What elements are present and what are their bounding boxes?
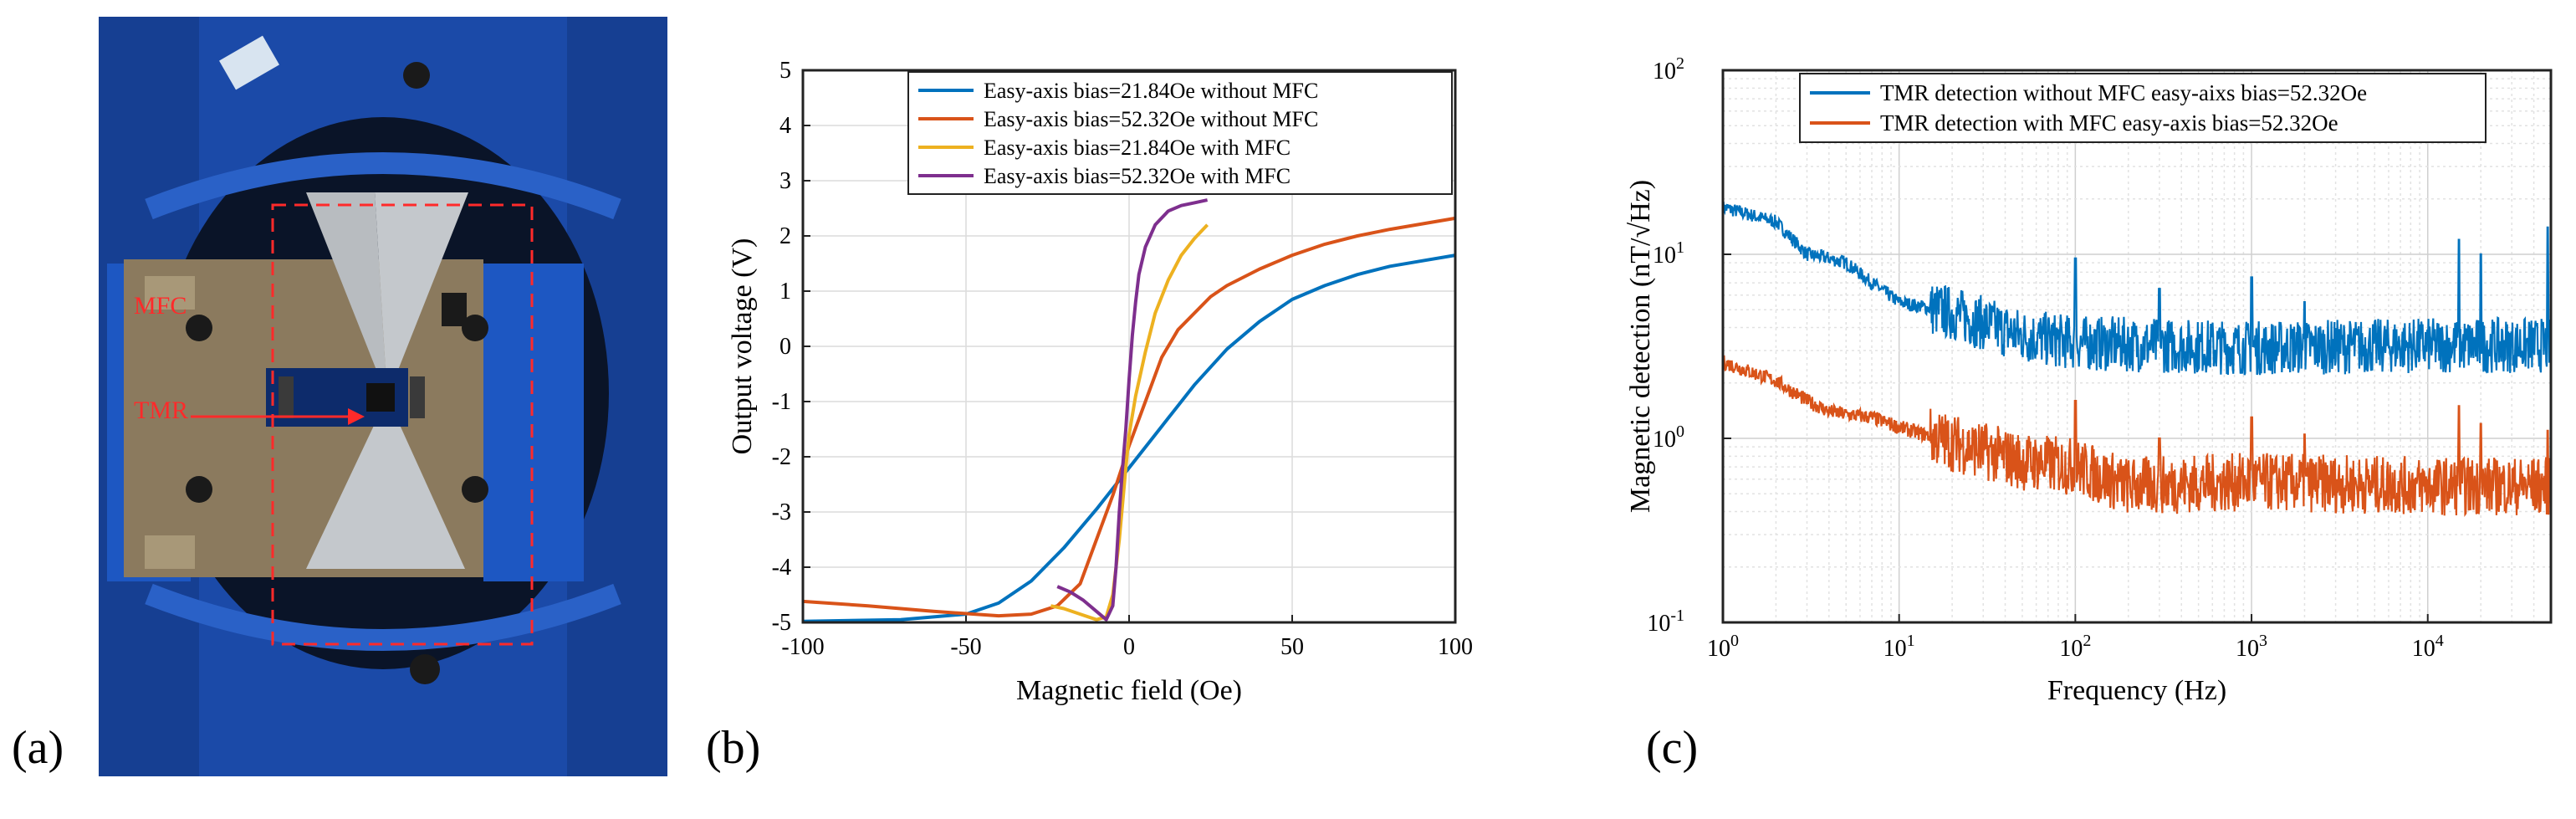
x-tick-label: 102: [2059, 632, 2091, 662]
mfc-highlight-box: [271, 203, 534, 646]
panel-a-label: (a): [12, 722, 64, 774]
x-tick-label: 0: [1123, 634, 1135, 660]
y-tick-label: -1: [772, 389, 791, 415]
y-tick-label: 102: [1653, 54, 1684, 84]
legend-entry: Easy-axis bias=52.32Oe without MFC: [984, 107, 1318, 131]
legend-entry: Easy-axis bias=21.84Oe with MFC: [984, 136, 1291, 160]
plot-frame: [801, 69, 1457, 624]
chart-b: -100 -50 0 50 100 -5 -4 -3 -2 -1 0 1 2 3 4 5 Easy-axis b…: [727, 58, 1473, 706]
y-tick-label: 100: [1653, 422, 1684, 453]
y-tick-label: 10-1: [1647, 607, 1684, 637]
x-tick-label: 50: [1280, 634, 1304, 660]
x-axis-label: Frequency (Hz): [2047, 675, 2226, 706]
legend-entry: TMR detection with MFC easy-axis bias=52…: [1880, 110, 2338, 136]
connector-right: [442, 293, 467, 326]
fixture-plate-right: [483, 264, 584, 581]
legend-entry: Easy-axis bias=21.84Oe without MFC: [984, 79, 1318, 103]
x-tick-label: 101: [1883, 632, 1915, 662]
screw-4: [462, 476, 488, 503]
mfc-upper-plate-left: [306, 192, 387, 397]
chart-c: 100 101 102 103 104 10-1 100 101 102 TMR detectio…: [1625, 54, 2553, 706]
screw-2: [186, 476, 212, 503]
y-tick-label: 5: [779, 58, 791, 84]
x-tick-label: -100: [781, 634, 824, 660]
device-photo: MFC TMR: [99, 17, 667, 776]
panel-b-label: (b): [706, 722, 761, 774]
screw-5: [403, 62, 430, 89]
spectrum-line-2: [1721, 355, 2553, 518]
tmr-callout: TMR: [134, 397, 188, 424]
board-clamp-1: [145, 276, 195, 310]
x-tick-label: -50: [950, 634, 981, 660]
y-tick-label: -3: [772, 499, 791, 525]
series-line-2: [802, 216, 1456, 618]
legend-entry: Easy-axis bias=52.32Oe with MFC: [984, 164, 1291, 188]
y-tick-label: -4: [772, 555, 791, 581]
fixture-arc-top: [145, 152, 621, 220]
y-tick-label: 101: [1653, 238, 1684, 269]
mfc-callout: MFC: [134, 292, 187, 320]
y-tick-label: 0: [779, 334, 791, 360]
pin-header-left: [279, 376, 294, 418]
y-tick-label: 2: [779, 223, 791, 249]
y-tick-label: 4: [779, 113, 791, 139]
screw-3: [462, 315, 488, 341]
mfc-upper-plate: [375, 192, 468, 397]
screw-1: [186, 315, 212, 341]
fixture-arc-bottom: [145, 583, 621, 651]
x-tick-label: 104: [2412, 632, 2444, 662]
series-line-4: [1056, 198, 1209, 622]
y-tick-label: 1: [779, 279, 791, 305]
legend-entry: TMR detection without MFC easy-aixs bias…: [1880, 80, 2367, 105]
legend-box: [1799, 73, 2487, 143]
spectrum-line-1: [1721, 202, 2553, 376]
y-tick-label: -5: [772, 610, 791, 636]
mfc-lower-plate: [306, 397, 465, 569]
x-tick-label: 100: [1438, 634, 1473, 660]
board-clamp-2: [145, 535, 195, 569]
series-line-1: [802, 253, 1456, 623]
pin-header-right: [410, 376, 425, 418]
screw-6: [410, 654, 440, 684]
y-tick-label: 3: [779, 168, 791, 194]
x-axis-label: Magnetic field (Oe): [1016, 675, 1242, 706]
y-axis-label: Output voltage (V): [727, 238, 758, 455]
plot-frame: [1721, 69, 2553, 624]
y-axis-label: Magnetic detection (nT/√Hz): [1625, 180, 1656, 513]
panel-c-label: (c): [1646, 722, 1699, 774]
x-tick-label: 103: [2236, 632, 2267, 662]
y-tick-label: -2: [772, 444, 791, 470]
label-tag: [219, 35, 279, 90]
tmr-chip: [366, 383, 395, 412]
tmr-arrow-head: [348, 408, 365, 425]
legend-box: [907, 71, 1453, 195]
series-line-3: [1050, 223, 1209, 622]
x-tick-label: 100: [1707, 632, 1739, 662]
